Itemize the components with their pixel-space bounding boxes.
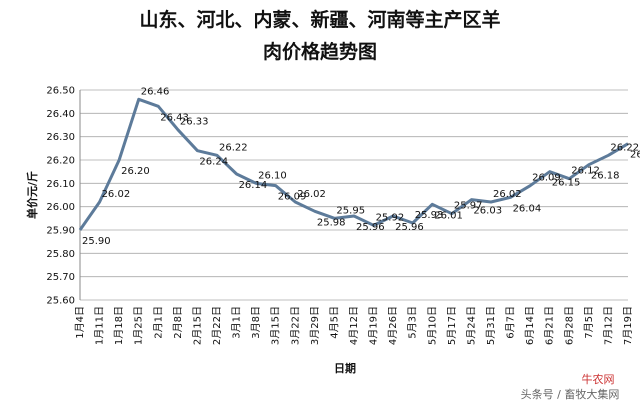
chart-title: 山东、河北、内蒙、新疆、河南等主产区羊 [139,8,500,31]
x-tick-label: 5月3日 [407,306,419,339]
data-label: 25.95 [336,205,365,216]
x-tick-label: 6月21日 [544,306,556,345]
y-tick-label: 26.50 [46,86,75,97]
data-label: 26.18 [591,171,620,182]
x-tick-label: 5月31日 [485,306,497,345]
x-tick-label: 4月19日 [368,306,380,345]
data-label: 26.20 [121,166,150,177]
x-tick-label: 3月29日 [309,306,321,345]
data-label: 26.33 [180,117,209,128]
y-tick-label: 25.70 [46,272,75,283]
data-label: 26.01 [434,210,463,221]
data-label: 26.02 [493,189,522,200]
y-tick-label: 26.40 [46,109,75,120]
data-label: 26.22 [219,142,248,153]
data-label: 26.15 [552,178,581,189]
x-tick-label: 2月22日 [211,306,223,345]
x-tick-label: 3月8日 [250,306,262,339]
watermark: 头条号 / 畜牧大集网 [521,387,620,401]
x-tick-label: 6月28日 [563,306,575,345]
x-tick-label: 7月12日 [602,306,614,345]
data-label: 26.14 [239,180,268,191]
x-tick-label: 5月17日 [446,306,458,345]
x-tick-label: 3月22日 [289,306,301,345]
x-tick-label: 1月4日 [74,306,86,339]
chart-title: 肉价格趋势图 [263,40,377,63]
watermark: 牛农网 [582,372,615,386]
x-tick-label: 3月15日 [270,306,282,345]
y-tick-label: 26.30 [46,132,75,143]
line [78,97,629,231]
x-tick-label: 2月1日 [152,306,164,339]
data-label: 26.24 [199,157,228,168]
x-tick-label: 6月14日 [524,306,536,345]
x-tick-label: 3月1日 [231,306,243,339]
y-tick-label: 25.80 [46,249,75,260]
data-label: 25.90 [82,236,111,247]
x-tick-label: 5月10日 [426,306,438,345]
data-label: 26.27 [630,150,640,161]
x-axis-label: 日期 [334,361,356,375]
y-tick-label: 26.10 [46,179,75,190]
data-label: 26.09 [532,173,561,184]
data-label: 26.04 [513,203,542,214]
x-tick-label: 1月11日 [94,306,106,345]
x-tick-label: 2月8日 [172,306,184,339]
y-tick-label: 26.20 [46,156,75,167]
x-tick-label: 1月18日 [113,306,125,345]
data-label: 25.93 [415,210,444,221]
x-tick-label: 5月24日 [465,306,477,345]
x-tick-label: 4月12日 [348,306,360,345]
data-label: 26.02 [297,189,326,200]
data-label: 26.10 [258,170,287,181]
x-tick-label: 7月19日 [622,306,634,345]
data-label: 26.02 [102,189,131,200]
data-label: 25.98 [317,217,346,228]
y-tick-label: 25.60 [46,296,75,307]
data-label: 25.96 [356,222,385,233]
data-label: 25.92 [376,212,405,223]
x-tick-label: 1月25日 [133,306,145,345]
x-tick-label: 4月26日 [387,306,399,345]
y-tick-label: 26.00 [46,202,75,213]
data-label: 26.03 [473,206,502,217]
y-axis-label: 单价元/斤 [25,171,39,219]
x-tick-label: 6月7日 [505,306,517,339]
data-label: 26.12 [571,166,600,177]
data-label: 26.46 [141,86,170,97]
data-label: 26.22 [610,142,639,153]
data-label: 25.97 [454,201,483,212]
data-label: 26.09 [278,192,307,203]
x-tick-label: 4月5日 [328,306,340,339]
data-label: 26.43 [160,112,189,123]
x-tick-label: 2月15日 [191,306,203,345]
data-label: 25.96 [395,222,424,233]
x-tick-label: 7月5日 [583,306,595,339]
y-tick-label: 25.90 [46,226,75,237]
